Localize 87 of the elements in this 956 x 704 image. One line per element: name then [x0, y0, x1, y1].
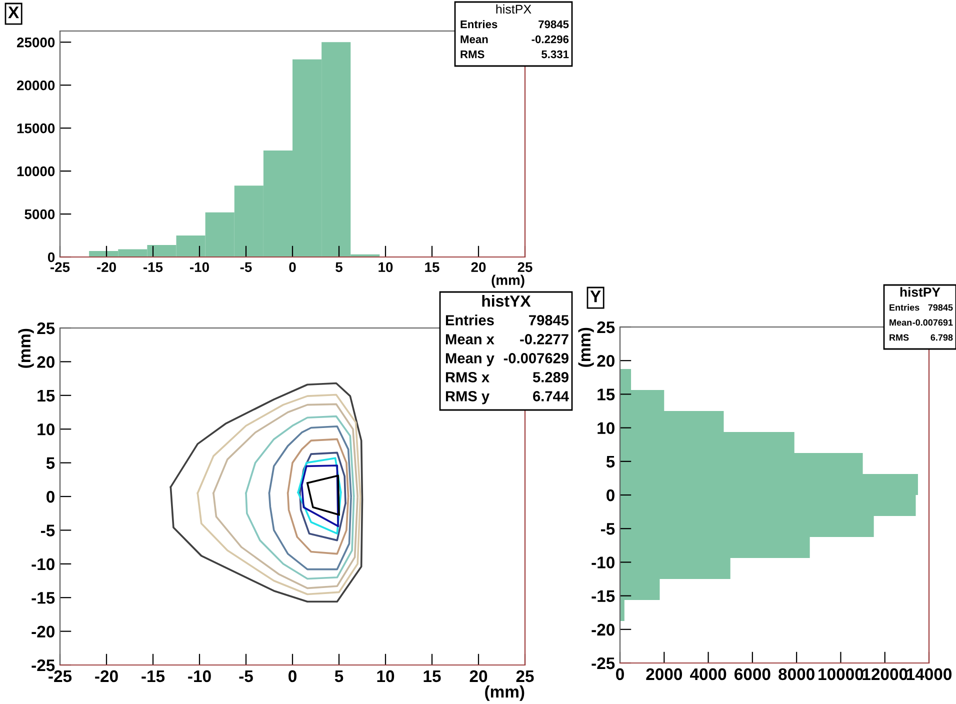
- annotation: RMS: [890, 334, 909, 341]
- x-tick-label: 10: [378, 262, 393, 272]
- y-tick-label: -10: [592, 556, 614, 568]
- x-tick-label: -10: [188, 670, 211, 682]
- y-tick-label: -25: [32, 659, 55, 672]
- y-tick-label: 0: [48, 252, 55, 262]
- chart-title: Y: [590, 290, 601, 302]
- x-tick-label: 8000: [778, 668, 814, 680]
- text: 5.289: [532, 372, 568, 382]
- x-tick-label: 5: [336, 262, 342, 272]
- y-tick-label: 5: [606, 456, 615, 468]
- y-axis-title: (mm): [578, 328, 594, 367]
- y-tick-label: -20: [32, 626, 54, 638]
- text: Entries: [890, 304, 920, 311]
- text: 5.331: [542, 50, 569, 58]
- x-axis-title: (mm): [492, 274, 524, 288]
- x-tick-label: 5: [334, 670, 344, 682]
- text: -0.2296: [532, 35, 569, 44]
- annotation: Mean x: [446, 334, 494, 344]
- y-tick-label: 15: [598, 388, 615, 400]
- x-tick-label: -5: [239, 670, 253, 682]
- y-tick-label: 5000: [24, 209, 55, 220]
- text: 79845: [928, 304, 953, 311]
- y-tick-label: -10: [32, 558, 54, 570]
- y-tick-label: -20: [592, 624, 614, 636]
- x-tick-label: 25: [516, 670, 534, 682]
- y-tick-label: 20: [37, 356, 54, 368]
- y-tick-label: 10: [598, 422, 614, 434]
- y-tick-label: 25: [37, 322, 55, 334]
- annotation: Mean y: [446, 353, 494, 366]
- x-tick-label: 15: [424, 670, 441, 682]
- annotation: RMS y: [446, 391, 490, 404]
- x-tick-label: -5: [240, 262, 252, 272]
- text: Mean: [890, 319, 912, 326]
- x-tick-label: 10: [377, 670, 394, 682]
- x-tick-label: 12000: [862, 668, 908, 680]
- x-tick-label: 4000: [690, 668, 726, 680]
- text: 6.744: [533, 391, 569, 402]
- x-tick-label: -20: [97, 262, 116, 272]
- x-tick-label: 0: [616, 668, 624, 680]
- text: 6.798: [930, 334, 953, 341]
- y-tick-label: -5: [600, 523, 615, 535]
- y-tick-label: 0: [46, 490, 54, 503]
- y-tick-label: -15: [592, 590, 615, 602]
- y-tick-label: 25: [597, 321, 615, 334]
- text: histYX: [482, 295, 531, 307]
- x-tick-label: 0: [288, 670, 296, 682]
- x-tick-label: 10000: [818, 668, 864, 680]
- annotation: RMS x: [446, 372, 490, 382]
- y-tick-label: 15: [38, 390, 55, 402]
- text: 79845: [538, 20, 569, 28]
- y-tick-label: 10: [38, 424, 54, 436]
- y-tick-label: 10000: [17, 166, 55, 176]
- x-tick-label: -15: [142, 670, 165, 682]
- annotation: RMS: [460, 50, 484, 58]
- text: histPY: [900, 287, 940, 297]
- annotation: -0.2277: [520, 334, 568, 344]
- text: -0.007691: [912, 319, 953, 326]
- annotation: Mean: [460, 35, 488, 44]
- x-tick-label: -15: [144, 262, 163, 272]
- y-tick-label: -15: [32, 592, 55, 604]
- text: 79845: [529, 315, 569, 326]
- text: Entries: [460, 20, 498, 28]
- x-axis-title: (mm): [485, 685, 524, 701]
- x-tick-label: 15: [425, 262, 440, 272]
- y-tick-label: 5: [46, 457, 55, 470]
- x-tick-label: 14000: [906, 668, 952, 680]
- x-tick-label: 0: [289, 262, 296, 272]
- x-tick-label: 6000: [734, 668, 770, 680]
- y-axis-title: (mm): [18, 328, 34, 368]
- x-tick-label: 2000: [646, 668, 682, 680]
- x-tick-label: 25: [518, 262, 532, 272]
- y-tick-label: -25: [592, 657, 615, 670]
- y-tick-label: 20000: [17, 80, 55, 90]
- x-tick-label: 20: [471, 262, 486, 272]
- text: Entries: [446, 314, 494, 326]
- x-tick-label: -20: [95, 670, 118, 682]
- y-tick-label: -5: [40, 524, 55, 536]
- x-tick-label: 20: [470, 670, 488, 682]
- chart-title: X: [8, 6, 19, 18]
- y-tick-label: 25000: [17, 38, 55, 48]
- text: histPX: [496, 4, 532, 14]
- y-tick-label: 20: [597, 355, 614, 367]
- annotation: -0.007629: [504, 353, 568, 364]
- x-tick-label: -10: [190, 262, 209, 272]
- y-tick-label: 0: [606, 489, 614, 502]
- y-tick-label: 15000: [17, 123, 55, 134]
